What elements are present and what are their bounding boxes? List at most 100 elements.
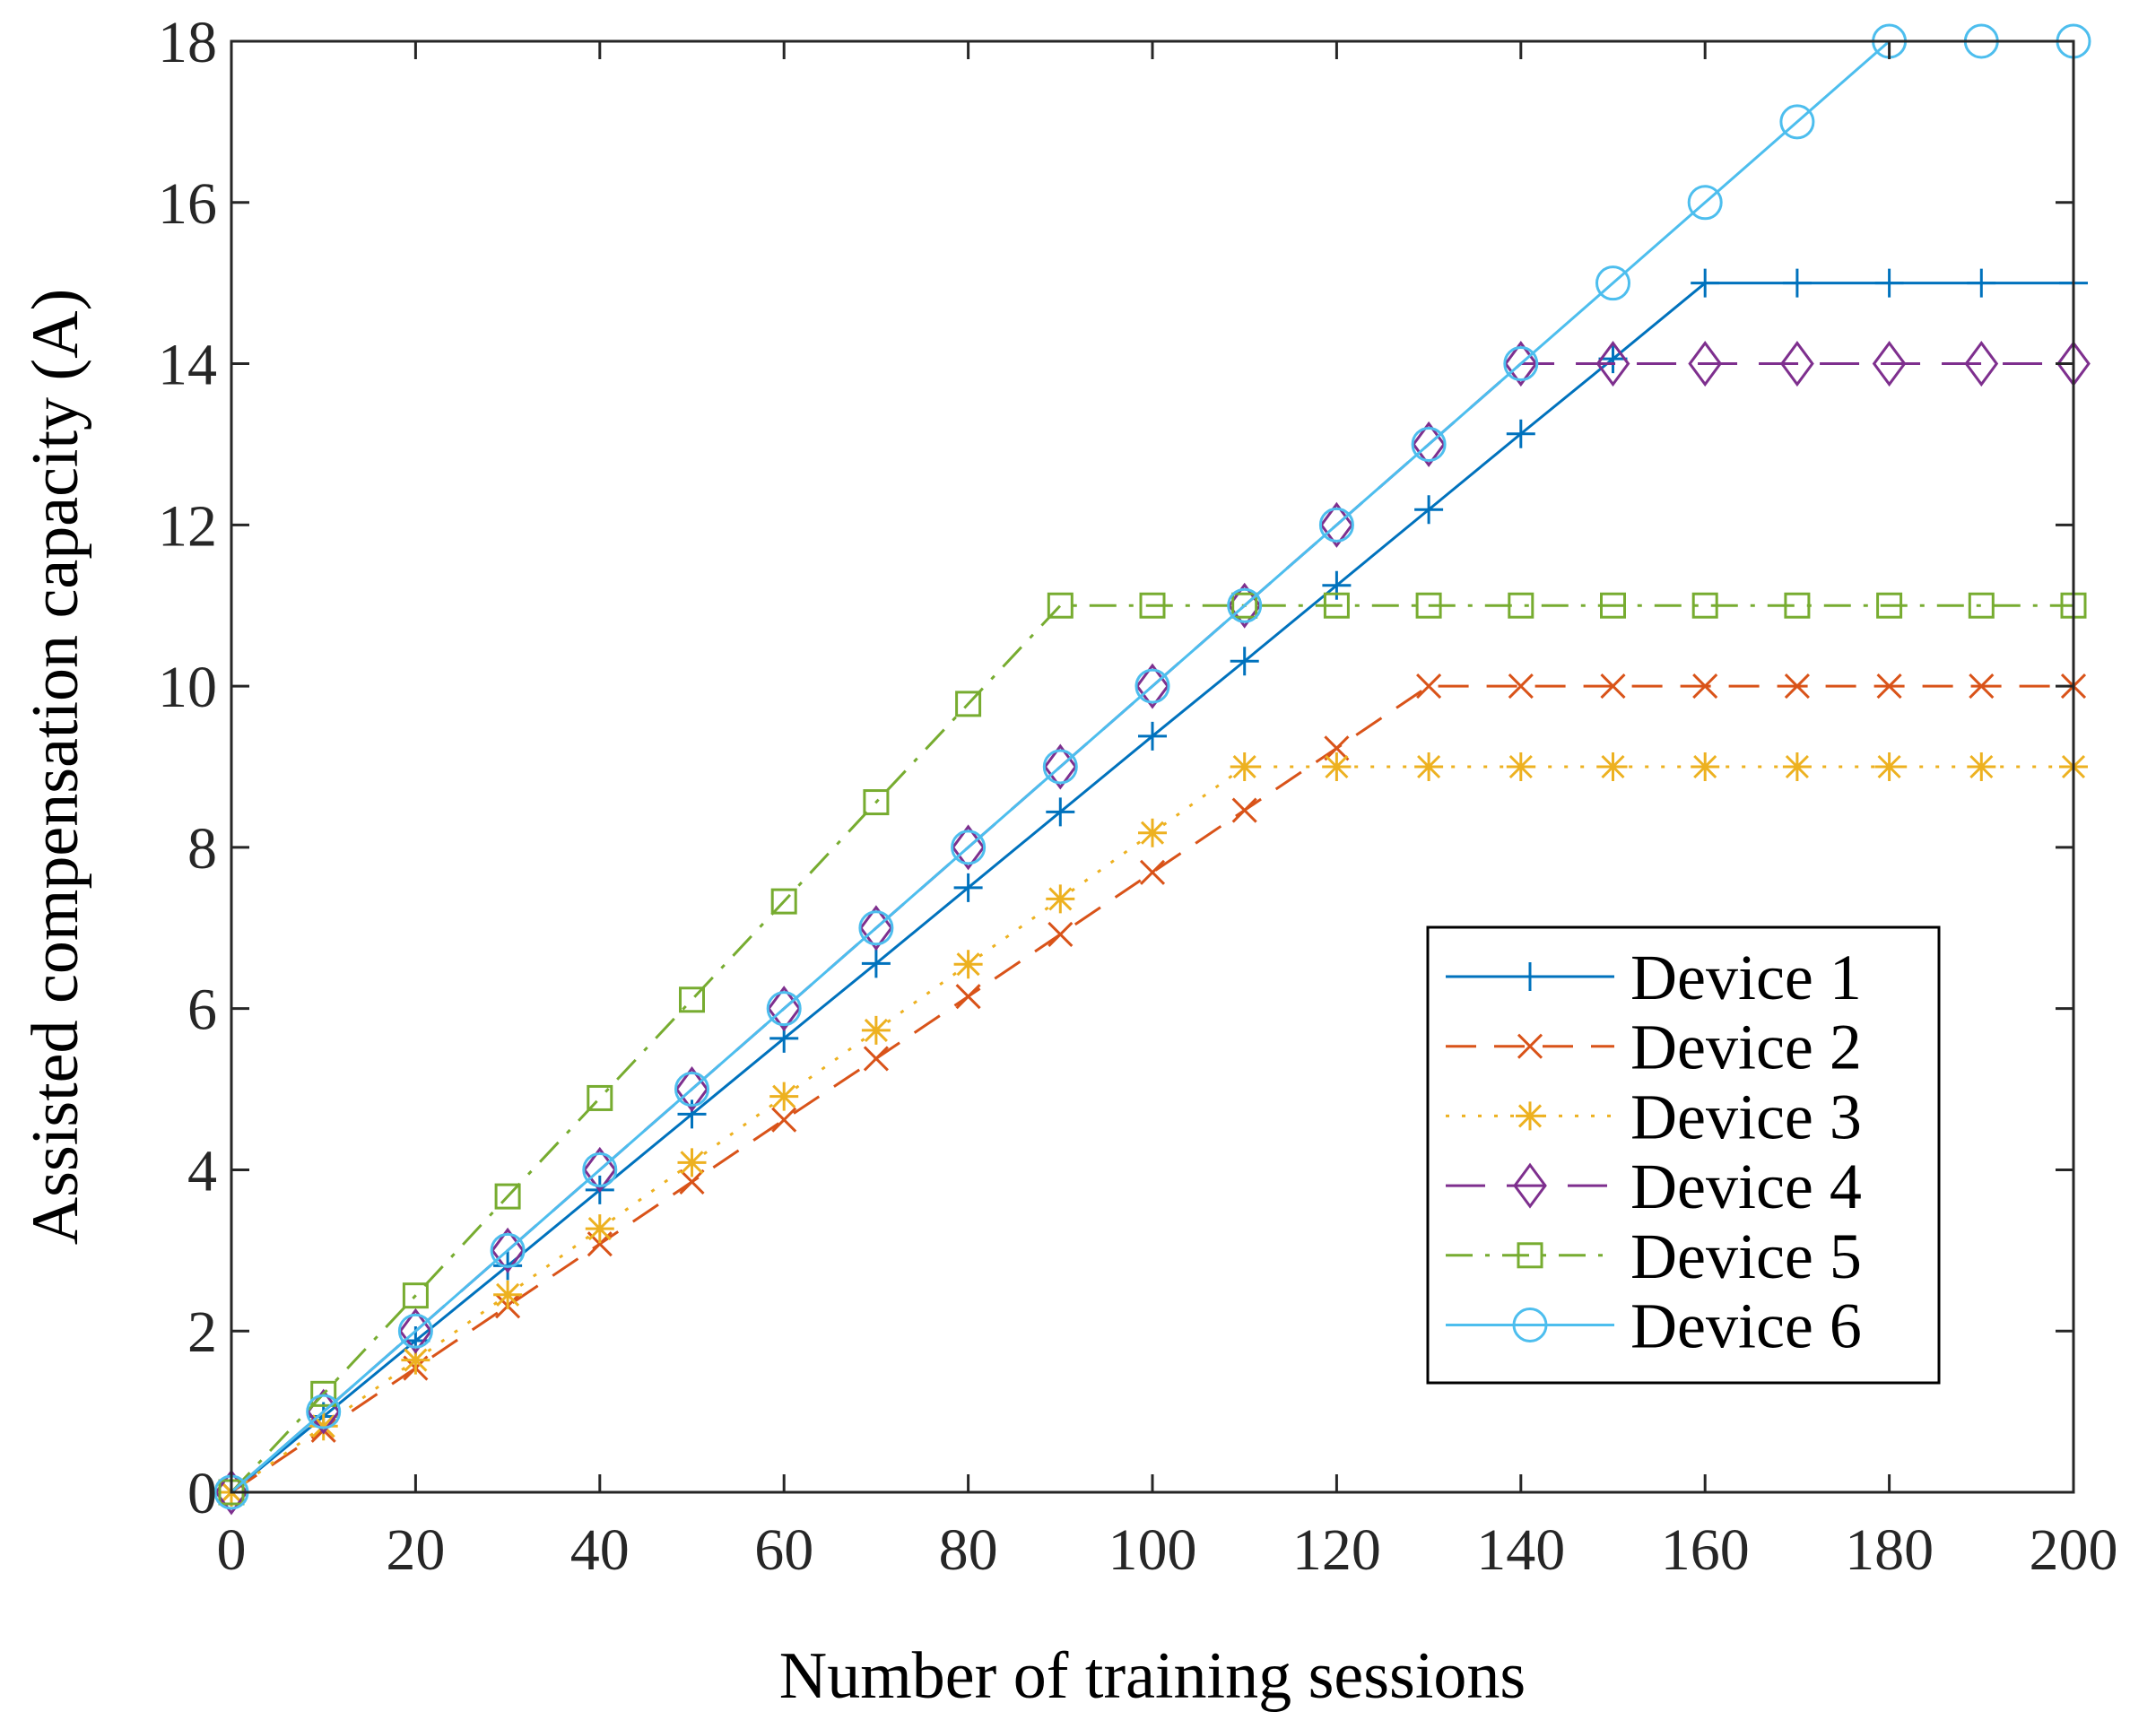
data-point-square [1139,592,1166,619]
x-tick-label: 120 [1292,1517,1381,1583]
data-point-square [1968,592,1995,619]
x-tick-label: 160 [1661,1517,1750,1583]
legend-label: Device 4 [1630,1151,1862,1222]
legend-label: Device 5 [1630,1221,1862,1292]
data-point-diamond [1227,582,1262,629]
data-point-plus [1046,797,1075,827]
data-point-plus [1598,344,1628,374]
data-point-cross [771,1107,797,1133]
legend-entry-5: Device 5 [1446,1221,1862,1292]
data-point-cross [1969,673,1995,699]
data-point-square [770,888,797,915]
data-point-plus [1691,268,1720,298]
data-point-circle [858,910,894,946]
data-point-square [1691,592,1718,619]
y-tick-label: 2 [187,1299,217,1365]
legend-marker-star [1516,1101,1544,1131]
data-point-cross [1231,797,1257,823]
data-point-star [1046,884,1075,914]
y-tick-label: 18 [158,10,217,75]
data-point-circle [1042,749,1078,785]
y-tick-label: 8 [187,816,217,882]
data-point-star [861,1015,891,1045]
x-tick-label: 40 [570,1517,630,1583]
x-axis: 0 20 40 60 80 100 120 140 160 180 200 [217,41,2118,1583]
data-point-square [310,1380,337,1407]
data-point-square [1508,592,1534,619]
y-tick-label: 0 [187,1461,217,1526]
series-line [230,39,2073,1494]
data-point-square [1415,592,1442,619]
y-tick-label: 16 [158,171,217,237]
y-tick-label: 10 [158,655,217,720]
data-point-square [1323,592,1350,619]
data-point-plus [953,873,983,902]
data-point-star [401,1345,430,1375]
data-point-circle [1503,346,1539,382]
data-point-star [1414,752,1444,781]
x-tick-label: 140 [1476,1517,1565,1583]
y-tick-label: 6 [187,977,217,1043]
data-point-square [1600,592,1626,619]
x-tick-label: 180 [1845,1517,1934,1583]
data-point-diamond [951,824,986,871]
data-point-cross [1324,735,1350,761]
data-point-cross [1139,859,1166,885]
data-point-circle [951,830,987,865]
data-point-circle [490,1232,526,1268]
data-point-square [402,1282,429,1309]
data-point-cross [955,984,981,1010]
data-point-diamond [1872,341,1907,387]
data-point-star [1782,752,1812,781]
data-point-cross [1784,673,1810,699]
data-point-star [1322,752,1352,781]
data-point-square [863,789,890,816]
data-point-plus [1782,268,1812,298]
y-axis: 0 2 4 6 8 10 12 14 16 18 [158,10,2073,1526]
data-point-diamond [1964,341,1999,387]
legend-entry-6: Device 6 [1446,1290,1862,1362]
data-point-cross [1416,673,1442,699]
y-tick-label: 4 [187,1138,217,1203]
legend-label: Device 6 [1630,1290,1862,1362]
data-point-circle [1135,668,1170,704]
data-point-diamond [1503,341,1538,387]
data-point-star [953,950,983,979]
data-point-plus [1414,495,1444,525]
data-point-square [587,1084,613,1111]
data-point-circle [1318,507,1354,543]
data-point-diamond [214,1469,248,1516]
data-point-circle [582,1151,618,1187]
data-point-circle [306,1394,342,1429]
legend-box [1426,925,1941,1385]
data-point-plus [1138,721,1167,751]
data-point-star [1230,752,1259,781]
data-point-plus [1967,268,1996,298]
data-point-diamond [1595,341,1630,387]
data-point-cross [1692,673,1718,699]
legend-marker-circle [1512,1308,1548,1342]
y-tick-label: 12 [158,493,217,559]
data-point-circle [766,991,802,1027]
data-point-diamond [582,1146,617,1193]
data-point-plus [1506,419,1535,448]
data-point-circle [397,1313,433,1349]
legend-entry-3: Device 3 [1446,1081,1862,1152]
data-point-diamond [491,1227,525,1273]
data-point-diamond [1780,341,1814,387]
series-device-5 [218,592,2087,1506]
data-point-star [1874,752,1904,781]
legend-marker-square [1517,1242,1543,1269]
data-point-cross [863,1046,889,1072]
data-point-square [679,986,705,1013]
y-axis-label: Assisted compensation capacity (A) [19,289,92,1246]
data-point-star [585,1214,614,1244]
data-point-circle [1779,104,1815,140]
x-tick-label: 20 [386,1517,445,1583]
x-axis-label: Number of training sessions [779,1639,1526,1713]
data-point-star [1967,752,1996,781]
series-device-3 [217,752,2088,1507]
data-point-diamond [859,905,893,951]
